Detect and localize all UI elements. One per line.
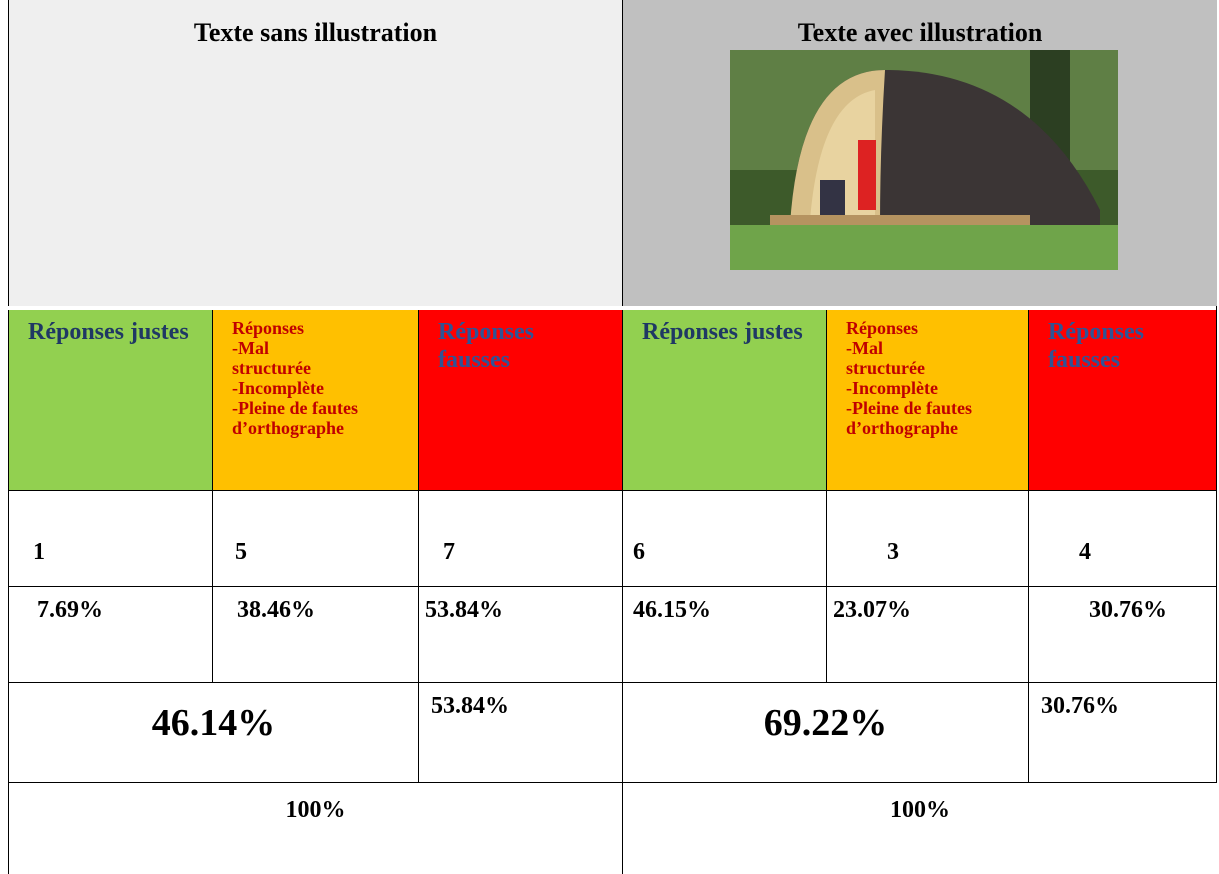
table-border [1216, 306, 1217, 782]
percent-cell: 7.69% [8, 586, 212, 682]
category-cell: Réponses -Mal structurée -Incomplète -Pl… [212, 310, 418, 490]
category-cell: Réponses justes [622, 310, 826, 490]
total-cell: 69.22% [622, 682, 1028, 782]
percent-cell: 23.07% [826, 586, 1028, 682]
count-cell: 7 [418, 490, 622, 586]
count-cell: 1 [8, 490, 212, 586]
percent-cell: 53.84% [418, 586, 622, 682]
category-cell: Réponses justes [8, 310, 212, 490]
count-cell: 4 [1028, 490, 1217, 586]
header-cell: Texte sans illustration [8, 0, 622, 306]
category-cell: Réponses fausses [418, 310, 622, 490]
category-cell: Réponses -Mal structurée -Incomplète -Pl… [826, 310, 1028, 490]
page: Texte sans illustrationTexte avec illust… [0, 0, 1219, 874]
illustration [730, 50, 1118, 270]
count-cell: 5 [212, 490, 418, 586]
percent-cell: 30.76% [1028, 586, 1217, 682]
percent-cell: 46.15% [622, 586, 826, 682]
count-cell: 6 [622, 490, 826, 586]
total-cell: 30.76% [1028, 682, 1217, 782]
count-cell: 3 [826, 490, 1028, 586]
total-cell: 53.84% [418, 682, 622, 782]
total-cell: 46.14% [8, 682, 418, 782]
sum-cell: 100% [622, 782, 1217, 874]
percent-cell: 38.46% [212, 586, 418, 682]
category-cell: Réponses fausses [1028, 310, 1217, 490]
sum-cell: 100% [8, 782, 622, 874]
